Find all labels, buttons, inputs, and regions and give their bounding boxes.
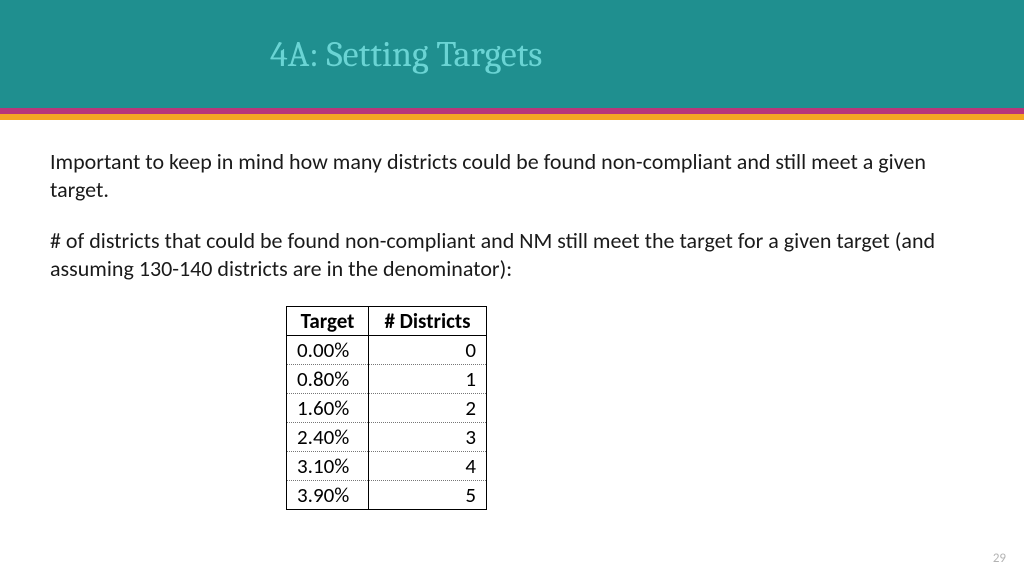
paragraph-1: Important to keep in mind how many distr… [50, 148, 974, 203]
cell-districts: 2 [369, 394, 487, 423]
cell-target: 2.40% [287, 423, 369, 452]
cell-districts: 1 [369, 365, 487, 394]
cell-districts: 3 [369, 423, 487, 452]
table-row: 3.90% 5 [287, 481, 487, 510]
col-header-districts: # Districts [369, 307, 487, 336]
cell-target: 3.10% [287, 452, 369, 481]
slide-header-band: 4A: Setting Targets [0, 0, 1024, 108]
table-row: 0.80% 1 [287, 365, 487, 394]
table-container: Target # Districts 0.00% 0 0.80% 1 1.60%… [286, 306, 974, 510]
targets-table: Target # Districts 0.00% 0 0.80% 1 1.60%… [286, 306, 487, 510]
cell-target: 0.00% [287, 336, 369, 365]
cell-target: 3.90% [287, 481, 369, 510]
table-header-row: Target # Districts [287, 307, 487, 336]
paragraph-2: # of districts that could be found non-c… [50, 227, 974, 282]
cell-districts: 4 [369, 452, 487, 481]
slide-title: 4A: Setting Targets [270, 34, 542, 75]
table-row: 1.60% 2 [287, 394, 487, 423]
slide-content: Important to keep in mind how many distr… [0, 120, 1024, 510]
cell-target: 1.60% [287, 394, 369, 423]
table-row: 0.00% 0 [287, 336, 487, 365]
page-number: 29 [993, 551, 1006, 566]
cell-districts: 0 [369, 336, 487, 365]
table-row: 3.10% 4 [287, 452, 487, 481]
col-header-target: Target [287, 307, 369, 336]
cell-districts: 5 [369, 481, 487, 510]
cell-target: 0.80% [287, 365, 369, 394]
table-row: 2.40% 3 [287, 423, 487, 452]
